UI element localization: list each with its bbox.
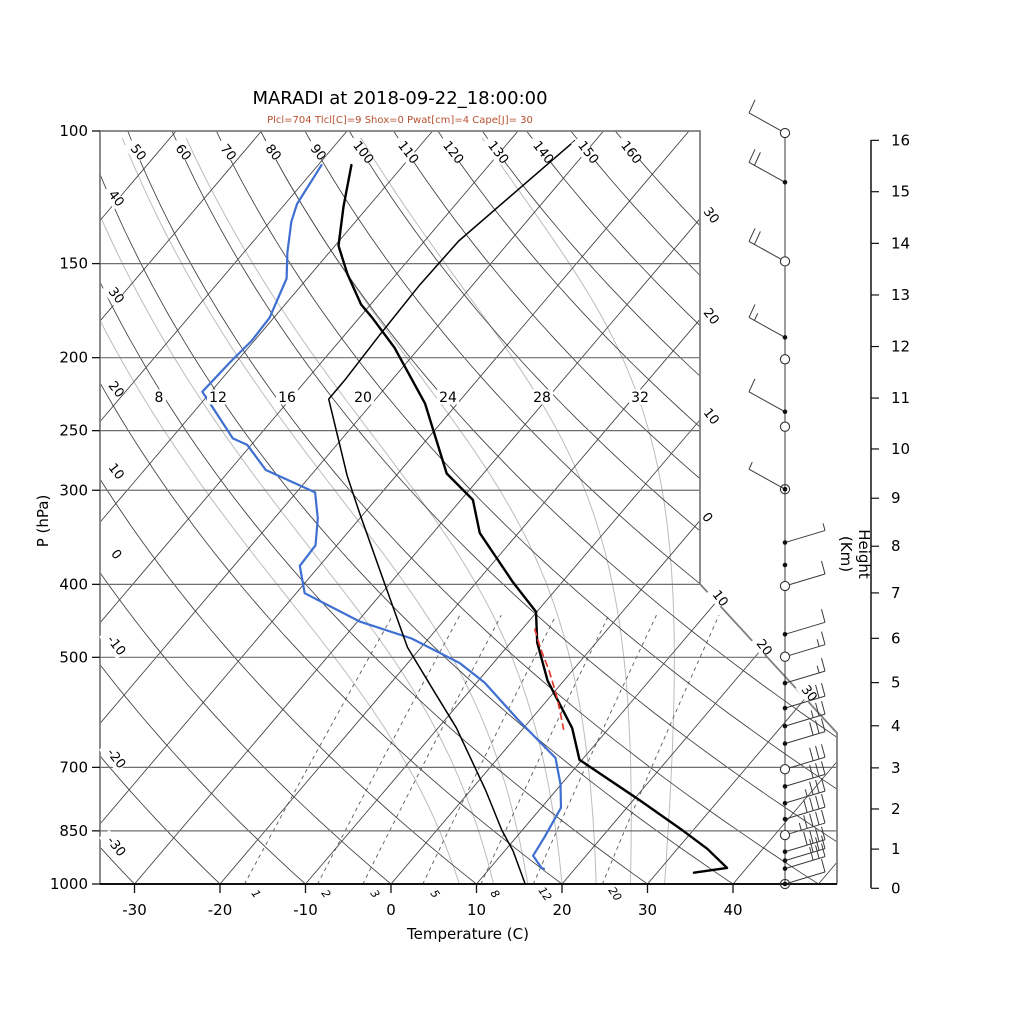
svg-text:8: 8	[155, 390, 164, 406]
svg-text:850: 850	[59, 822, 88, 840]
svg-text:8: 8	[891, 537, 901, 555]
svg-text:200: 200	[59, 349, 88, 367]
svg-text:12: 12	[536, 885, 555, 904]
svg-text:20: 20	[700, 306, 722, 328]
svg-text:0: 0	[386, 901, 396, 919]
svg-text:20: 20	[606, 885, 625, 904]
svg-text:400: 400	[59, 575, 88, 593]
svg-text:-30: -30	[122, 901, 147, 919]
svg-text:10: 10	[700, 406, 722, 428]
svg-text:300: 300	[59, 481, 88, 499]
svg-text:7: 7	[891, 584, 901, 602]
svg-text:10: 10	[891, 440, 910, 458]
svg-text:4: 4	[891, 717, 901, 735]
svg-text:14: 14	[891, 234, 910, 252]
svg-text:0: 0	[891, 879, 901, 897]
x-axis-label: Temperature (C)	[407, 925, 529, 943]
svg-text:1: 1	[249, 887, 264, 900]
svg-text:6: 6	[891, 629, 901, 647]
svg-text:20: 20	[552, 901, 571, 919]
svg-text:13: 13	[891, 286, 910, 304]
height-axis-label: Height (Km)	[837, 529, 873, 579]
svg-text:3: 3	[891, 759, 901, 777]
svg-text:250: 250	[59, 422, 88, 440]
svg-text:5: 5	[891, 674, 901, 692]
svg-text:1000: 1000	[50, 875, 88, 893]
svg-text:1: 1	[891, 840, 901, 858]
svg-text:10: 10	[467, 901, 486, 919]
svg-text:30: 30	[700, 205, 722, 227]
svg-text:2: 2	[891, 800, 901, 818]
svg-text:40: 40	[723, 901, 742, 919]
pressure-axis-label: P (hPa)	[34, 494, 52, 548]
svg-text:-10: -10	[293, 901, 318, 919]
svg-text:5: 5	[428, 887, 443, 900]
svg-text:12: 12	[209, 390, 227, 406]
svg-text:3: 3	[368, 887, 383, 900]
svg-text:-20: -20	[208, 901, 233, 919]
svg-text:15: 15	[891, 183, 910, 201]
svg-text:16: 16	[278, 390, 296, 406]
chart-title: MARADI at 2018-09-22_18:00:00	[252, 88, 548, 109]
svg-text:2: 2	[319, 887, 334, 900]
svg-text:20: 20	[354, 390, 372, 406]
svg-text:16: 16	[891, 131, 910, 149]
svg-text:700: 700	[59, 758, 88, 776]
svg-text:8: 8	[488, 887, 503, 900]
svg-text:24: 24	[439, 390, 457, 406]
svg-text:11: 11	[891, 389, 910, 407]
svg-text:150: 150	[59, 255, 88, 273]
svg-text:9: 9	[891, 489, 901, 507]
svg-text:500: 500	[59, 648, 88, 666]
svg-text:28: 28	[533, 390, 551, 406]
svg-text:12: 12	[891, 338, 910, 356]
svg-text:32: 32	[631, 390, 649, 406]
svg-text:100: 100	[59, 122, 88, 140]
svg-text:30: 30	[638, 901, 657, 919]
chart-subtitle: Plcl=704 Tlcl[C]=9 Shox=0 Pwat[cm]=4 Cap…	[267, 115, 533, 126]
